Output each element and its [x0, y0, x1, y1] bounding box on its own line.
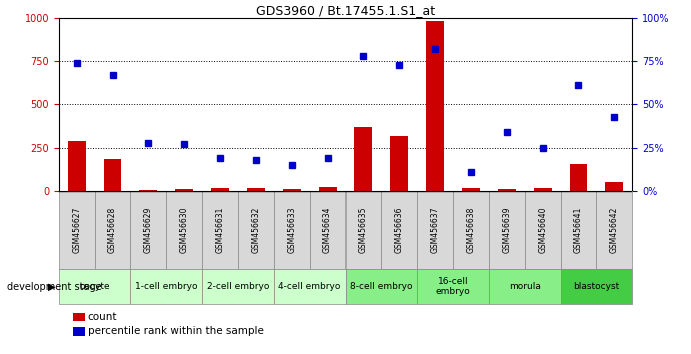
Text: GSM456641: GSM456641	[574, 207, 583, 253]
Text: GSM456631: GSM456631	[216, 207, 225, 253]
Bar	[95, 191, 131, 269]
Title: GDS3960 / Bt.17455.1.S1_at: GDS3960 / Bt.17455.1.S1_at	[256, 4, 435, 17]
Bar	[498, 189, 515, 191]
Text: 16-cell
embryo: 16-cell embryo	[435, 277, 471, 296]
Text: GSM456629: GSM456629	[144, 207, 153, 253]
Bar	[59, 191, 95, 269]
Bar	[489, 191, 524, 269]
Bar	[319, 187, 337, 191]
Bar	[417, 269, 489, 304]
Bar	[283, 189, 301, 191]
Text: GSM456632: GSM456632	[252, 207, 261, 253]
Bar	[381, 191, 417, 269]
Text: GSM456637: GSM456637	[430, 207, 439, 253]
Text: GSM456633: GSM456633	[287, 207, 296, 253]
Bar	[462, 188, 480, 191]
Text: morula: morula	[509, 282, 540, 291]
Bar	[524, 191, 560, 269]
Bar	[533, 188, 551, 191]
Bar	[596, 191, 632, 269]
Bar	[569, 164, 587, 191]
Text: GSM456630: GSM456630	[180, 207, 189, 253]
Text: percentile rank within the sample: percentile rank within the sample	[88, 326, 264, 336]
Bar	[131, 191, 167, 269]
Bar	[167, 191, 202, 269]
Bar	[560, 191, 596, 269]
Text: development stage: development stage	[7, 282, 102, 292]
Bar	[211, 188, 229, 191]
Text: GSM456639: GSM456639	[502, 207, 511, 253]
Bar	[68, 141, 86, 191]
Text: GSM456634: GSM456634	[323, 207, 332, 253]
Text: count: count	[88, 312, 117, 322]
Text: GSM456628: GSM456628	[108, 207, 117, 253]
Bar	[489, 269, 560, 304]
Bar	[354, 127, 372, 191]
Text: GSM456638: GSM456638	[466, 207, 475, 253]
Bar	[104, 159, 122, 191]
Bar	[346, 269, 417, 304]
Text: GSM456640: GSM456640	[538, 207, 547, 253]
Bar	[176, 189, 193, 191]
Bar	[59, 269, 131, 304]
Text: 2-cell embryo: 2-cell embryo	[207, 282, 269, 291]
Bar	[346, 191, 381, 269]
Text: ▶: ▶	[48, 282, 55, 292]
Text: GSM456636: GSM456636	[395, 207, 404, 253]
Bar	[238, 191, 274, 269]
Text: 4-cell embryo: 4-cell embryo	[278, 282, 341, 291]
Bar	[310, 191, 346, 269]
Text: 1-cell embryo: 1-cell embryo	[135, 282, 198, 291]
Bar	[390, 136, 408, 191]
Text: oocyte: oocyte	[79, 282, 110, 291]
Bar	[560, 269, 632, 304]
Bar	[131, 269, 202, 304]
Bar	[417, 191, 453, 269]
Text: 8-cell embryo: 8-cell embryo	[350, 282, 413, 291]
Bar	[202, 191, 238, 269]
Bar	[426, 21, 444, 191]
Bar	[453, 191, 489, 269]
Bar	[247, 188, 265, 191]
Bar	[274, 269, 346, 304]
Bar	[274, 191, 310, 269]
Text: GSM456627: GSM456627	[72, 207, 81, 253]
Text: blastocyst: blastocyst	[574, 282, 620, 291]
Bar	[140, 190, 158, 191]
Text: GSM456642: GSM456642	[610, 207, 619, 253]
Bar	[202, 269, 274, 304]
Text: GSM456635: GSM456635	[359, 207, 368, 253]
Bar	[605, 182, 623, 191]
